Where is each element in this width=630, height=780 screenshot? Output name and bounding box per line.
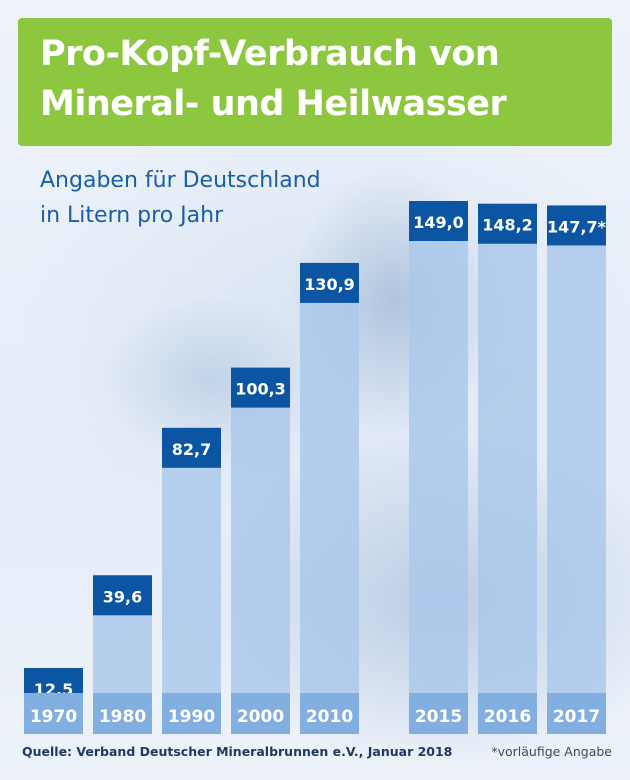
year-label-box xyxy=(231,693,290,734)
value-label-box xyxy=(300,262,359,303)
x-tick-label: 2015 xyxy=(415,707,462,727)
footnote: *vorläufige Angabe xyxy=(491,744,612,759)
year-label-box xyxy=(409,693,468,734)
bar xyxy=(409,201,468,693)
bar xyxy=(162,427,221,693)
year-label-box xyxy=(162,693,221,734)
x-tick-label: 1970 xyxy=(30,707,77,727)
bar xyxy=(300,262,359,693)
value-label-box xyxy=(231,367,290,408)
x-tick-label: 2010 xyxy=(306,707,353,727)
x-tick-label: 2017 xyxy=(553,707,600,727)
x-tick-label: 1980 xyxy=(99,707,146,727)
title-banner: Pro-Kopf-Verbrauch von Mineral- und Heil… xyxy=(18,18,612,146)
x-tick-label: 2016 xyxy=(484,707,531,727)
bar xyxy=(231,367,290,693)
value-label: 148,2 xyxy=(482,216,533,235)
value-label-box xyxy=(162,427,221,468)
value-label-box xyxy=(478,203,537,244)
x-tick-label: 1990 xyxy=(168,707,215,727)
value-label-box xyxy=(409,201,468,241)
year-label-box xyxy=(24,693,83,734)
x-tick-label: 2000 xyxy=(237,707,284,727)
chart-subtitle-line-2: in Litern pro Jahr xyxy=(40,203,224,228)
chart-title-line-1: Pro-Kopf-Verbrauch von xyxy=(40,34,500,74)
source-note: Quelle: Verband Deutscher Mineralbrunnen… xyxy=(22,744,453,759)
chart-title-line-2: Mineral- und Heilwasser xyxy=(40,84,507,124)
year-label-box xyxy=(547,693,606,734)
value-label: 149,0 xyxy=(413,213,464,232)
value-label: 147,7* xyxy=(547,217,607,236)
value-label-box xyxy=(93,575,152,616)
value-label: 39,6 xyxy=(103,587,142,606)
year-label-box xyxy=(93,693,152,734)
chart-subtitle-line-1: Angaben für Deutschland xyxy=(40,168,321,193)
year-label-box xyxy=(478,693,537,734)
value-label: 82,7 xyxy=(172,440,211,459)
bar xyxy=(478,203,537,693)
value-label-box xyxy=(547,205,606,246)
year-label-box xyxy=(300,693,359,734)
value-label: 130,9 xyxy=(304,275,355,294)
value-label: 100,3 xyxy=(235,380,286,399)
bar xyxy=(547,205,606,693)
